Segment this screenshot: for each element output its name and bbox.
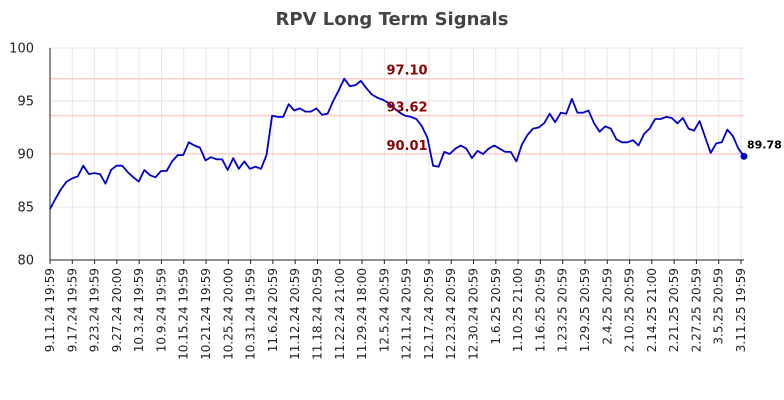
- signal-line-label: 90.01: [386, 139, 427, 154]
- axes: 80 85 90 95 100 9.11.24 19:59 9.17.24 19:59 9.2…: [9, 42, 748, 360]
- x-tick-label: 12.5.24 20:59: [377, 268, 391, 352]
- price-series-line: [49, 77, 745, 210]
- x-tick-label: 11.6.24 20:59: [266, 268, 280, 352]
- x-tick-label: 10.9.24 19:59: [154, 268, 168, 352]
- x-tick-label: 11.18.24 20:59: [310, 268, 324, 360]
- x-tick-label: 10.21.24 19:59: [199, 268, 213, 360]
- y-tick-label: 90: [17, 148, 34, 163]
- x-tick-label: 3.11.25 19:59: [734, 268, 748, 352]
- x-tick-label: 12.11.24 20:59: [400, 268, 414, 360]
- y-tick-label: 85: [17, 201, 34, 216]
- y-tick-label: 80: [17, 254, 34, 269]
- last-point-marker: [740, 152, 748, 160]
- x-tick-label: 2.10.25 20:59: [623, 268, 637, 352]
- x-tick-label: 2.4.25 20:59: [600, 268, 614, 345]
- x-tick-label: 1.23.25 20:59: [556, 268, 570, 352]
- x-tick-label: 9.17.24 19:59: [65, 268, 79, 352]
- x-tick-label: 9.23.24 19:59: [88, 268, 102, 352]
- y-tick-label: 95: [17, 95, 34, 110]
- signal-lines: [50, 77, 744, 155]
- x-tick-label: 10.15.24 19:59: [177, 268, 191, 360]
- x-tick-label: 2.27.25 20:59: [689, 268, 703, 352]
- x-tick-label: 3.5.25 20:59: [712, 268, 726, 345]
- x-tick-label: 12.23.24 20:59: [444, 268, 458, 360]
- x-tick-label: 10.3.24 19:59: [132, 268, 146, 352]
- labels: 97.10 93.62 90.01 89.78: [386, 64, 781, 154]
- x-tick-label: 9.11.24 19:59: [43, 268, 57, 352]
- x-tick-label: 9.27.24 20:00: [110, 268, 124, 352]
- x-tick-label: 12.17.24 20:59: [422, 268, 436, 360]
- x-tick-label: 11.29.24 18:00: [355, 268, 369, 360]
- chart-title: RPV Long Term Signals: [276, 9, 509, 30]
- signal-line-label: 97.10: [386, 64, 427, 79]
- x-tick-label: 1.16.25 20:59: [533, 268, 547, 352]
- x-tick-label: 10.31.24 19:59: [244, 268, 258, 360]
- x-tick-label: 1.29.25 20:59: [578, 268, 592, 352]
- signal-line-label: 93.62: [386, 101, 427, 116]
- x-tick-label: 2.21.25 20:59: [667, 268, 681, 352]
- x-tick-label: 11.12.24 20:59: [288, 268, 302, 360]
- series-layer: [49, 77, 748, 210]
- x-tick-label: 1.6.25 20:59: [489, 268, 503, 345]
- x-tick-label: 1.10.25 21:00: [511, 268, 525, 352]
- y-tick-label: 100: [9, 42, 34, 57]
- x-tick-label: 10.25.24 20:00: [221, 268, 235, 360]
- last-value-label: 89.78: [747, 138, 782, 151]
- x-tick-label: 12.30.24 20:59: [467, 268, 481, 360]
- x-tick-label: 2.14.25 21:00: [645, 268, 659, 352]
- x-tick-label: 11.22.24 21:00: [333, 268, 347, 360]
